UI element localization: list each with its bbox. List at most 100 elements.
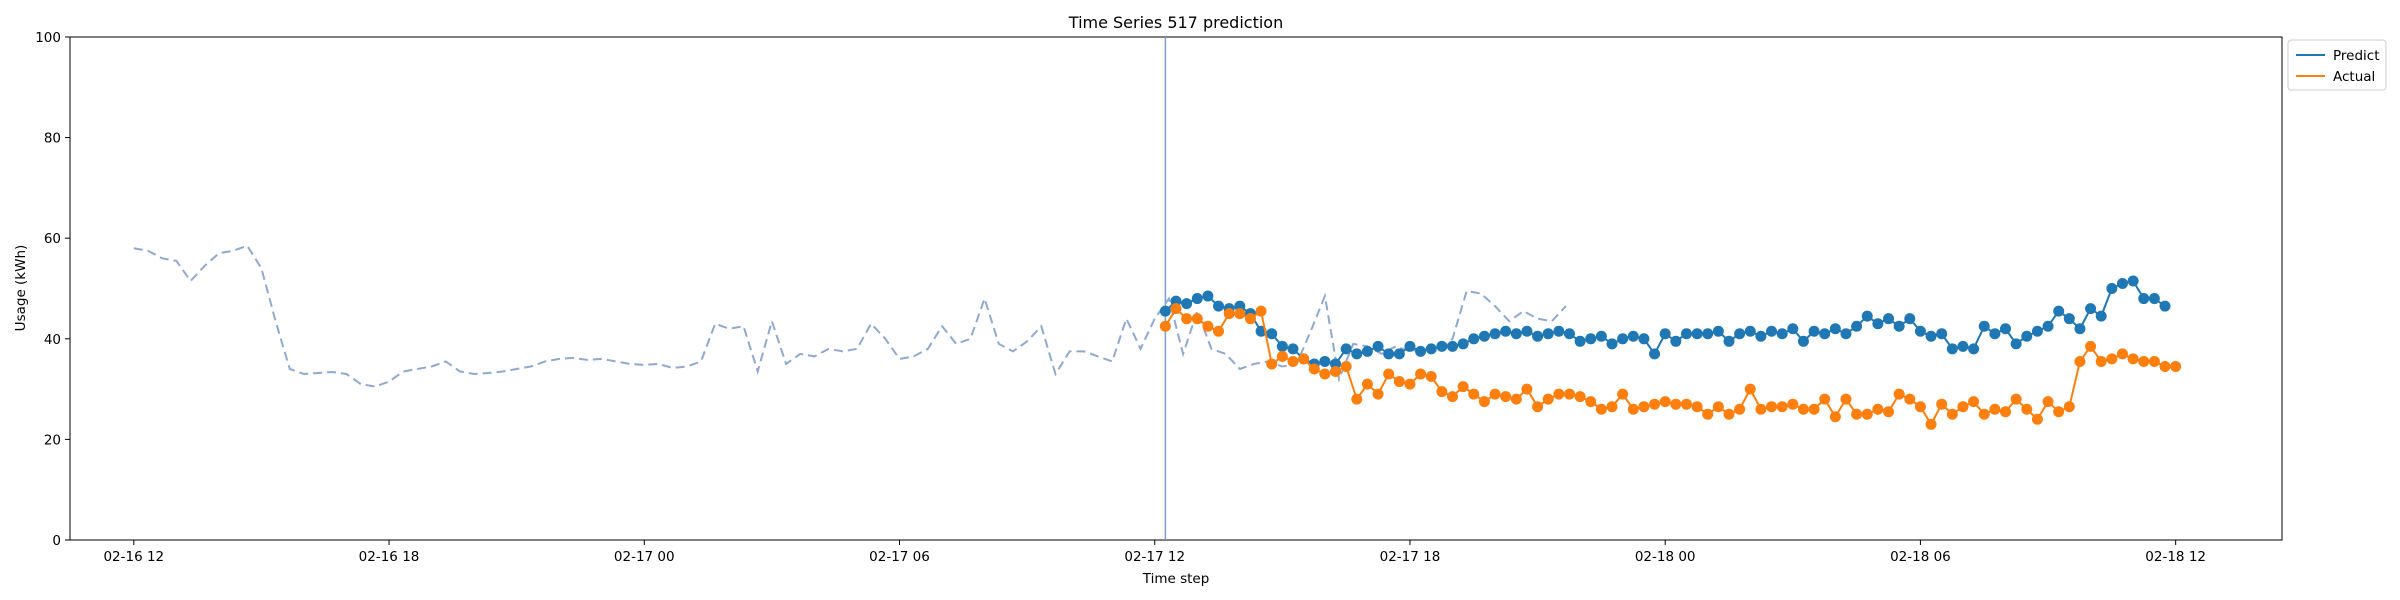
predict-point (1213, 300, 1225, 312)
actual-point (1670, 398, 1682, 410)
actual-point (1925, 418, 1937, 430)
actual-point (1638, 401, 1650, 413)
predict-point (1361, 345, 1373, 357)
actual-point (1585, 396, 1597, 408)
predict-point (1521, 325, 1533, 337)
predict-point (1872, 318, 1884, 330)
predict-point (1478, 330, 1490, 342)
actual-point (1468, 388, 1480, 400)
actual-point (1478, 396, 1490, 408)
predict-point (1925, 330, 1937, 342)
actual-point (1223, 308, 1235, 320)
actual-point (1532, 401, 1544, 413)
predict-point (2106, 283, 2118, 294)
predict-point (1702, 328, 1714, 340)
actual-point (1202, 320, 1214, 332)
predict-point (1415, 345, 1427, 357)
predict-point (1989, 328, 2001, 340)
actual-point (1319, 368, 1331, 380)
actual-point (1893, 388, 1905, 400)
predict-point (1680, 328, 1692, 340)
predict-point (1563, 328, 1575, 340)
predict-point (1691, 328, 1703, 340)
predict-point (1978, 320, 1990, 332)
actual-point (1840, 393, 1852, 405)
predict-point (1542, 328, 1554, 340)
actual-point (1361, 378, 1373, 390)
predict-point (1659, 328, 1671, 340)
predict-point (2116, 277, 2128, 289)
predict-point (2127, 275, 2139, 287)
predict-point (1766, 325, 1778, 337)
legend-label-actual: Actual (2333, 69, 2375, 85)
actual-point (1383, 368, 1395, 380)
actual-point (1330, 366, 1342, 377)
predict-point (1202, 290, 1214, 302)
actual-point (2159, 360, 2171, 372)
predict-point (1723, 335, 1735, 347)
predict-point (1649, 348, 1661, 360)
actual-point (1159, 320, 1171, 332)
actual-point (1989, 403, 2001, 415)
predict-point (1234, 300, 1246, 312)
actual-point (1553, 388, 1565, 400)
y-tick-label: 20 (44, 432, 61, 448)
actual-point (1702, 408, 1714, 420)
actual-point (1266, 358, 1278, 370)
x-tick-label: 02-17 12 (1124, 549, 1185, 565)
actual-point (1340, 360, 1352, 372)
predict-point (1425, 343, 1437, 355)
x-axis: 02-16 12 02-16 18 02-17 00 02-17 06 02-17 12… (103, 540, 2206, 565)
predict-point (1883, 313, 1895, 325)
actual-point (1489, 388, 1501, 400)
actual-point (1787, 398, 1799, 410)
x-tick-label: 02-16 12 (103, 549, 164, 565)
predict-point (2021, 330, 2033, 342)
actual-point (1436, 386, 1448, 398)
predict-point (1393, 348, 1405, 360)
actual-point (1298, 353, 1310, 365)
actual-point (1957, 401, 1969, 413)
x-axis-label: Time step (1142, 571, 1210, 587)
actual-point (1968, 396, 1980, 408)
predict-point (1330, 358, 1342, 370)
predict-point (1861, 310, 1873, 322)
predict-point (1744, 325, 1756, 337)
actual-point (2010, 393, 2022, 405)
actual-point (2021, 403, 2033, 415)
actual-point (2116, 348, 2128, 360)
actual-point (1829, 411, 1841, 423)
actual-point (2170, 360, 2182, 372)
actual-point (1723, 408, 1735, 420)
predict-point (2000, 323, 2011, 335)
history-layer (133, 244, 1567, 388)
predict-point (2010, 338, 2022, 350)
actual-point (1755, 403, 1767, 415)
predict-point (1468, 333, 1480, 345)
actual-point (1574, 391, 1586, 403)
actual-point (1808, 403, 1820, 415)
x-tick-label: 02-17 18 (1380, 549, 1441, 565)
actual-point (1946, 408, 1958, 420)
actual-point (1872, 403, 1884, 415)
actual-point (2148, 355, 2160, 367)
actual-point (2074, 355, 2086, 367)
actual-point (1766, 401, 1778, 413)
actual-point (1170, 303, 1182, 315)
actual-point (2127, 353, 2139, 365)
predict-point (1266, 328, 1278, 340)
actual-point (1744, 383, 1756, 395)
predict-point (1340, 343, 1352, 355)
predict-point (2074, 323, 2086, 335)
predict-point (1170, 295, 1182, 307)
predict-point (1968, 343, 1980, 355)
predict-point (1670, 335, 1682, 347)
predict-point (1734, 328, 1746, 340)
predict-point (1904, 313, 1916, 325)
legend-box (2287, 39, 2387, 91)
predict-point (1532, 330, 1544, 342)
predict-point (1404, 340, 1416, 352)
actual-point (1213, 325, 1225, 337)
predict-point (1553, 325, 1565, 337)
